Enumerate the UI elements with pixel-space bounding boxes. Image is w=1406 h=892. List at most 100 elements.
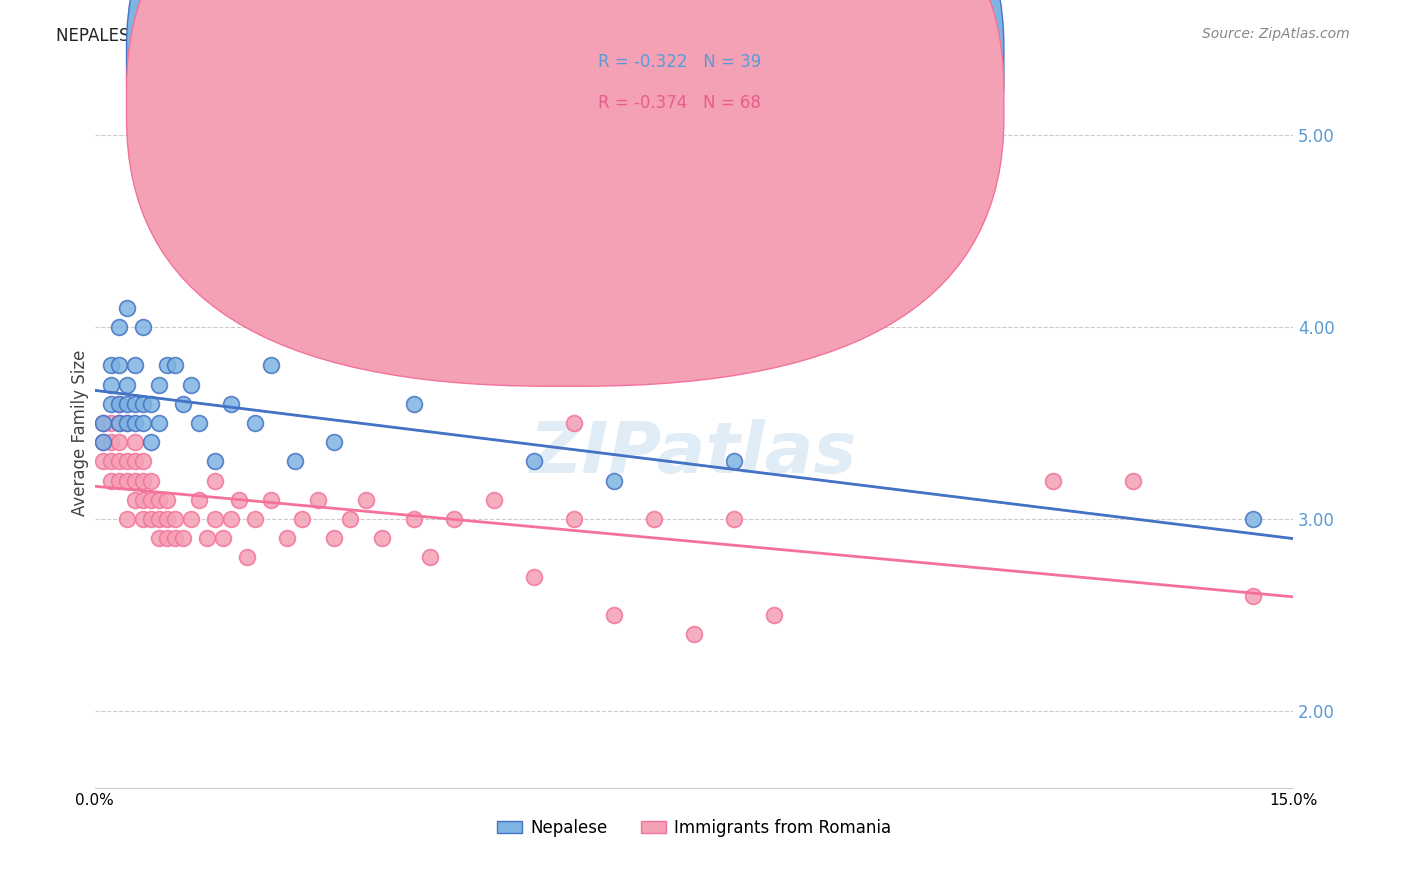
Point bbox=[148, 416, 170, 430]
Point bbox=[163, 512, 186, 526]
Point bbox=[100, 397, 122, 411]
Point bbox=[115, 416, 138, 430]
Point bbox=[148, 492, 170, 507]
Point bbox=[219, 512, 242, 526]
Point bbox=[156, 492, 179, 507]
Point bbox=[100, 435, 122, 450]
Point bbox=[107, 359, 129, 373]
Point bbox=[1241, 589, 1264, 603]
Point bbox=[156, 512, 179, 526]
Point bbox=[91, 435, 114, 450]
Point bbox=[148, 377, 170, 392]
Point bbox=[107, 397, 129, 411]
Point bbox=[139, 474, 162, 488]
Point bbox=[124, 397, 146, 411]
Point bbox=[404, 512, 426, 526]
Point bbox=[163, 359, 186, 373]
Point bbox=[371, 531, 394, 545]
Point bbox=[523, 569, 546, 583]
Point bbox=[100, 359, 122, 373]
Point bbox=[124, 474, 146, 488]
Point bbox=[1122, 474, 1144, 488]
Point bbox=[91, 435, 114, 450]
Point bbox=[603, 608, 626, 623]
Point bbox=[276, 531, 298, 545]
Point bbox=[107, 416, 129, 430]
Point bbox=[683, 627, 706, 641]
Point bbox=[107, 435, 129, 450]
Point bbox=[603, 474, 626, 488]
Point bbox=[562, 416, 585, 430]
Point bbox=[228, 492, 250, 507]
Point bbox=[259, 492, 281, 507]
Point bbox=[139, 512, 162, 526]
Point bbox=[195, 531, 218, 545]
Point bbox=[323, 435, 346, 450]
Point bbox=[404, 397, 426, 411]
Point bbox=[132, 512, 155, 526]
Point bbox=[100, 454, 122, 468]
Point bbox=[259, 359, 281, 373]
Point bbox=[132, 320, 155, 334]
Point bbox=[419, 550, 441, 565]
Point bbox=[172, 531, 194, 545]
Point bbox=[283, 262, 305, 277]
Point bbox=[148, 512, 170, 526]
Point bbox=[339, 512, 361, 526]
Point bbox=[308, 492, 330, 507]
Point bbox=[291, 512, 314, 526]
Text: Source: ZipAtlas.com: Source: ZipAtlas.com bbox=[1202, 27, 1350, 41]
Point bbox=[180, 512, 202, 526]
Point bbox=[107, 416, 129, 430]
Point bbox=[204, 512, 226, 526]
Text: ZIPatlas: ZIPatlas bbox=[530, 419, 858, 489]
Point bbox=[243, 512, 266, 526]
Point bbox=[235, 550, 257, 565]
Point bbox=[100, 474, 122, 488]
Point bbox=[156, 531, 179, 545]
Point bbox=[132, 397, 155, 411]
Point bbox=[723, 512, 745, 526]
Point bbox=[1241, 512, 1264, 526]
Point bbox=[91, 416, 114, 430]
Point bbox=[187, 416, 209, 430]
Point bbox=[523, 454, 546, 468]
Point bbox=[139, 435, 162, 450]
Point bbox=[91, 454, 114, 468]
Point bbox=[107, 474, 129, 488]
Point bbox=[100, 416, 122, 430]
Point bbox=[1042, 474, 1064, 488]
Point bbox=[124, 416, 146, 430]
Point bbox=[643, 512, 665, 526]
Point bbox=[91, 416, 114, 430]
Point bbox=[139, 397, 162, 411]
Point bbox=[107, 397, 129, 411]
Point bbox=[100, 377, 122, 392]
Point bbox=[115, 416, 138, 430]
Point bbox=[115, 512, 138, 526]
Point bbox=[762, 608, 785, 623]
Point bbox=[356, 492, 378, 507]
Point bbox=[148, 531, 170, 545]
Point bbox=[115, 397, 138, 411]
Point bbox=[124, 492, 146, 507]
Point bbox=[723, 454, 745, 468]
Point bbox=[172, 397, 194, 411]
Point bbox=[211, 531, 233, 545]
Point bbox=[132, 474, 155, 488]
Point bbox=[107, 320, 129, 334]
Point bbox=[187, 492, 209, 507]
Point bbox=[219, 397, 242, 411]
Point bbox=[482, 492, 505, 507]
Point bbox=[107, 454, 129, 468]
Y-axis label: Average Family Size: Average Family Size bbox=[72, 350, 89, 516]
Point bbox=[115, 474, 138, 488]
Text: R = -0.374   N = 68: R = -0.374 N = 68 bbox=[598, 94, 761, 112]
Point bbox=[156, 359, 179, 373]
Point bbox=[132, 416, 155, 430]
Point bbox=[180, 377, 202, 392]
Point bbox=[562, 512, 585, 526]
Point bbox=[132, 454, 155, 468]
Point bbox=[115, 454, 138, 468]
Point bbox=[124, 454, 146, 468]
